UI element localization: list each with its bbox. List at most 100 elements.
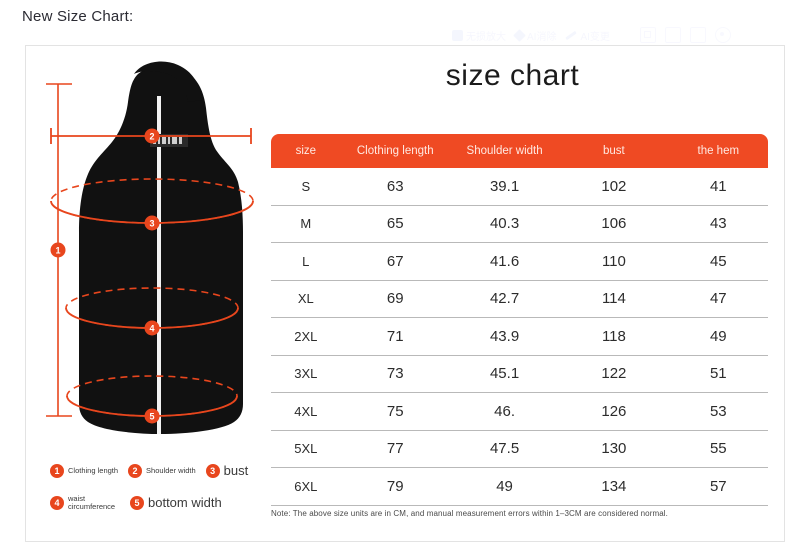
cell-value: 118 (559, 317, 669, 356)
size-table: size Clothing length Shoulder width bust… (271, 134, 768, 506)
toolbar-item-ai-change[interactable]: AI变更 (565, 28, 610, 43)
size-table-body: S 63 39.1 102 41 M 65 40.3 106 43 L 67 41.6 110 45 XL 69… (271, 168, 768, 506)
chart-title: size chart (445, 59, 580, 92)
cell-value: 57 (668, 467, 768, 506)
heated-vest-diagram: 1 2 3 4 5 (46, 61, 254, 434)
image-enlarge-icon (452, 29, 463, 41)
size-table-header-row: size Clothing length Shoulder width bust… (271, 134, 768, 168)
legend-item-clothing-length: 1 Clothing length (50, 464, 119, 479)
cell-value: 53 (668, 392, 768, 431)
rotate-icon[interactable] (689, 27, 706, 43)
legend-label-bust: bust (223, 463, 249, 478)
column-header-bust: bust (559, 134, 669, 168)
cell-value: 102 (559, 168, 669, 206)
marker-badge-4 (144, 320, 160, 336)
toolbar-item-ai-remove[interactable]: AI消除 (513, 28, 557, 43)
legend-label-bottom-width: bottom width (148, 494, 222, 510)
marker-badge-3 (144, 215, 160, 231)
legend-item-waist-circumference: 4 waist circumference (50, 493, 120, 512)
cell-value: 49 (668, 317, 768, 356)
cell-size: S (271, 168, 341, 206)
size-table-head: size Clothing length Shoulder width bust… (271, 134, 768, 168)
marker-badge-2 (144, 128, 160, 144)
cell-value: 65 (340, 205, 450, 243)
cell-value: 75 (340, 392, 450, 431)
cell-value: 114 (559, 280, 669, 318)
marker-badge-1-label: 1 (55, 246, 60, 256)
legend-badge-4: 4 (50, 495, 64, 510)
table-row: 5XL 77 47.5 130 55 (271, 430, 768, 468)
marker-badge-4-label: 4 (149, 324, 154, 334)
cell-size: 4XL (271, 392, 341, 431)
cell-value: 71 (340, 317, 450, 356)
table-row: M 65 40.3 106 43 (271, 205, 768, 243)
toolbar-item-ai-remove-label: AI消除 (527, 31, 557, 43)
cell-value: 51 (668, 355, 768, 393)
legend-badge-5: 5 (130, 495, 144, 510)
marker-badge-2-label: 2 (149, 132, 154, 142)
cell-value: 110 (559, 242, 669, 281)
ai-wand-icon (565, 30, 578, 40)
cell-value: 47 (668, 280, 768, 318)
table-row: 3XL 73 45.1 122 51 (271, 355, 768, 393)
toolbar-item-ai-change-label: AI变更 (580, 31, 610, 43)
cell-value: 134 (559, 467, 669, 506)
toolbar-item-enlarge-label: 无损放大 (466, 31, 506, 43)
table-row: 2XL 71 43.9 118 49 (271, 317, 768, 356)
table-row: S 63 39.1 102 41 (271, 168, 768, 206)
cell-size: L (271, 242, 341, 281)
settings-circle-icon[interactable] (714, 27, 731, 43)
legend-badge-2: 2 (128, 464, 143, 479)
table-row: 4XL 75 46. 126 53 (271, 392, 768, 431)
crop-image-icon[interactable] (639, 27, 656, 43)
cell-value: 49 (449, 467, 560, 506)
measurement-legend: 1 Clothing length 2 Shoulder width 3 bus… (50, 463, 295, 527)
column-header-shoulder-width: Shoulder width (449, 134, 560, 168)
cell-size: XL (271, 280, 341, 318)
vest-zipper (157, 96, 161, 434)
cell-value: 41 (668, 168, 768, 206)
legend-label-shoulder-width: Shoulder width (146, 466, 196, 476)
cell-value: 41.6 (449, 242, 560, 281)
cell-value: 43.9 (449, 317, 560, 356)
cell-value: 47.5 (449, 430, 560, 468)
cell-value: 45.1 (449, 355, 560, 393)
legend-item-bust: 3 bust (205, 463, 249, 479)
legend-item-shoulder-width: 2 Shoulder width (128, 464, 196, 479)
cell-value: 67 (340, 242, 450, 281)
cell-value: 55 (668, 430, 768, 468)
cell-size: 5XL (271, 430, 341, 468)
legend-row: 4 waist circumference 5 bottom width (50, 493, 295, 512)
legend-label-waist-circumference: waist circumference (68, 493, 116, 511)
cell-size: 2XL (271, 317, 341, 356)
cell-size: 3XL (271, 355, 341, 393)
image-edit-toolbar[interactable]: 无损放大 AI消除 AI变更 (452, 22, 731, 48)
marker-badge-5-label: 5 (149, 412, 154, 422)
toolbar-item-enlarge[interactable]: 无损放大 (452, 28, 506, 43)
cell-value: 46. (449, 392, 560, 431)
cell-value: 77 (340, 430, 450, 468)
cell-value: 122 (559, 355, 669, 393)
column-header-clothing-length: Clothing length (340, 134, 450, 168)
marker-badge-3-label: 3 (149, 219, 154, 229)
size-table-note: Note: The above size units are in CM, an… (271, 509, 669, 518)
table-row: 6XL 79 49 134 57 (271, 467, 768, 506)
legend-label-clothing-length: Clothing length (68, 466, 119, 476)
marker-badge-5 (144, 408, 160, 424)
cell-value: 39.1 (449, 168, 560, 206)
cell-value: 69 (340, 280, 450, 318)
cell-value: 45 (668, 242, 768, 281)
cell-value: 42.7 (449, 280, 560, 318)
legend-badge-3: 3 (205, 464, 220, 479)
table-row: L 67 41.6 110 45 (271, 242, 768, 281)
marker-badge-1 (50, 242, 66, 258)
cell-size: M (271, 205, 341, 243)
cell-value: 40.3 (449, 205, 560, 243)
table-row: XL 69 42.7 114 47 (271, 280, 768, 318)
cell-value: 126 (559, 392, 669, 431)
legend-row: 1 Clothing length 2 Shoulder width 3 bus… (50, 463, 295, 479)
cell-value: 106 (559, 205, 669, 243)
ai-sparkle-icon (513, 28, 526, 42)
resize-icon[interactable] (664, 27, 681, 43)
cell-value: 79 (340, 467, 450, 506)
